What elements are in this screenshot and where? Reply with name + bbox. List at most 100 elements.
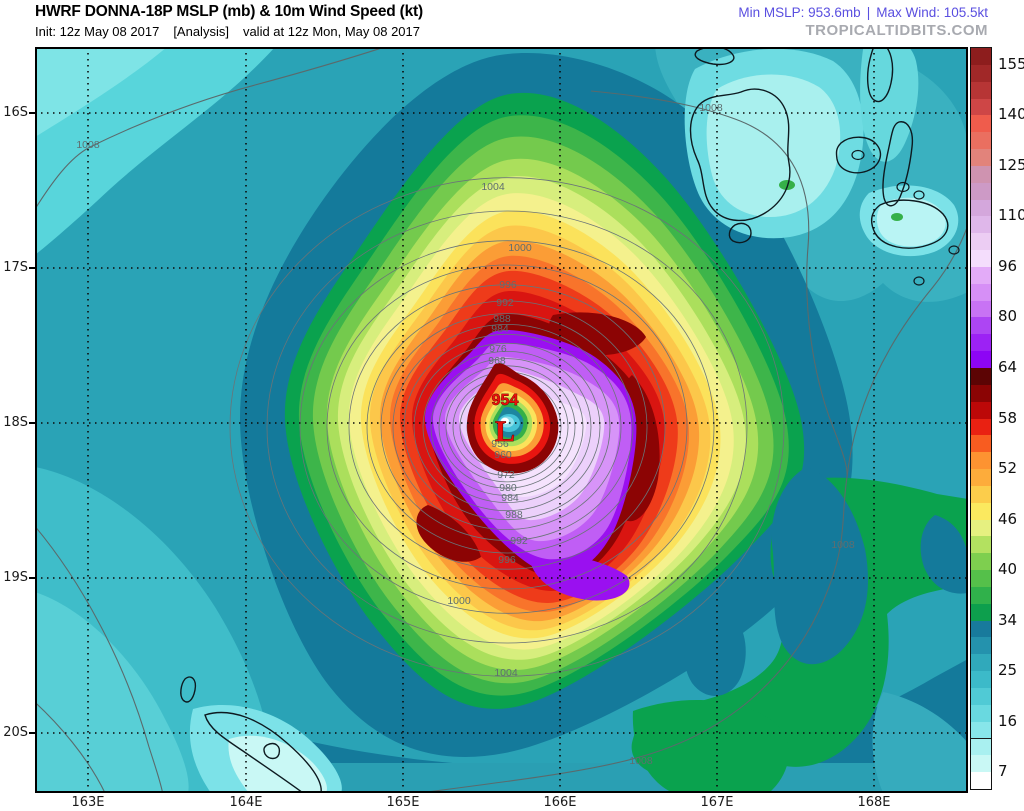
colorbar-cell	[971, 181, 991, 200]
colorbar-tick-label: 52	[998, 459, 1018, 478]
svg-text:1000: 1000	[447, 595, 471, 607]
svg-text:L: L	[495, 415, 515, 448]
storm-stats: Min MSLP: 953.6mb | Max Wind: 105.5kt	[738, 5, 988, 20]
colorbar-cell	[971, 164, 991, 183]
svg-text:1008: 1008	[831, 539, 855, 551]
longitude-label: 163E	[71, 795, 105, 810]
latitude-label: 17S	[3, 260, 28, 275]
svg-text:976: 976	[489, 343, 507, 355]
colorbar-cell	[971, 720, 991, 739]
colorbar-tick-label: 25	[998, 661, 1018, 680]
colorbar-tick-label: 140	[998, 105, 1024, 124]
colorbar-cell	[971, 653, 991, 672]
colorbar-cell	[971, 552, 991, 571]
latitude-tick	[29, 112, 35, 114]
colorbar-cell	[971, 619, 991, 638]
svg-text:992: 992	[510, 535, 528, 547]
colorbar-cell	[971, 703, 991, 722]
latitude-label: 18S	[3, 415, 28, 430]
svg-text:1008: 1008	[76, 139, 100, 151]
colorbar-cell	[971, 501, 991, 520]
colorbar-cell	[971, 737, 991, 756]
colorbar-cell	[971, 80, 991, 99]
colorbar-cell	[971, 316, 991, 335]
colorbar-cell	[971, 63, 991, 82]
svg-text:968: 968	[488, 355, 506, 367]
init-valid-line: Init: 12z May 08 2017 [Analysis] valid at …	[35, 24, 434, 39]
latitude-label: 20S	[3, 725, 28, 740]
wind-speed-map: 1004100099699298898497696895696097298098…	[35, 47, 968, 793]
colorbar-cell	[971, 569, 991, 587]
latitude-tick	[29, 732, 35, 734]
svg-text:1000: 1000	[508, 242, 532, 254]
forecast-type: [Analysis]	[173, 24, 229, 39]
colorbar-cell	[971, 518, 991, 537]
colorbar-cell	[971, 468, 991, 486]
colorbar-tick-label: 34	[998, 610, 1018, 629]
longitude-label: 165E	[386, 795, 420, 810]
colorbar-tick-label: 46	[998, 509, 1018, 528]
page-title: HWRF DONNA-18P MSLP (mb) & 10m Wind Spee…	[35, 3, 423, 20]
colorbar-tick-label: 16	[998, 711, 1018, 730]
svg-text:954: 954	[492, 392, 519, 409]
colorbar-cell	[971, 198, 991, 217]
colorbar-cell	[971, 771, 991, 789]
svg-text:972: 972	[497, 469, 515, 481]
colorbar-tick-label: 80	[998, 307, 1018, 326]
colorbar-cell	[971, 383, 991, 402]
colorbar-cell	[971, 350, 991, 368]
svg-text:960: 960	[494, 449, 512, 461]
colorbar-tick-label: 155	[998, 54, 1024, 73]
colorbar-cell	[971, 265, 991, 284]
svg-text:996: 996	[498, 554, 516, 566]
latitude-label: 16S	[3, 105, 28, 120]
latitude-tick	[29, 422, 35, 424]
svg-text:956: 956	[491, 438, 509, 450]
svg-text:1008: 1008	[699, 102, 723, 114]
colorbar-cell	[971, 434, 991, 453]
colorbar-tick-label: 58	[998, 408, 1018, 427]
stats-separator: |	[866, 5, 871, 20]
colorbar-cell	[971, 754, 991, 773]
max-wind-value: Max Wind: 105.5kt	[876, 5, 988, 20]
latitude-tick	[29, 267, 35, 269]
colorbar-cell	[971, 670, 991, 688]
colorbar-cell	[971, 114, 991, 133]
min-mslp-value: Min MSLP: 953.6mb	[738, 5, 861, 20]
longitude-label: 164E	[229, 795, 263, 810]
colorbar-cell	[971, 148, 991, 166]
svg-text:984: 984	[501, 492, 519, 504]
colorbar-cell	[971, 299, 991, 318]
colorbar-tick-label: 110	[998, 206, 1024, 225]
svg-text:984: 984	[491, 323, 509, 335]
colorbar-cell	[971, 367, 991, 385]
colorbar-cell	[971, 686, 991, 705]
svg-text:988: 988	[505, 509, 523, 521]
colorbar-cell	[971, 484, 991, 503]
colorbar-cell	[971, 131, 991, 150]
colorbar-cell	[971, 282, 991, 301]
wind-speed-colorbar	[970, 47, 992, 790]
svg-text:992: 992	[496, 297, 514, 309]
colorbar-cell	[971, 636, 991, 655]
colorbar-cell	[971, 249, 991, 267]
svg-text:996: 996	[499, 279, 517, 291]
watermark: TROPICALTIDBITS.COM	[805, 22, 988, 39]
svg-text:980: 980	[499, 482, 517, 494]
svg-text:1004: 1004	[494, 667, 518, 679]
colorbar-cell	[971, 451, 991, 470]
colorbar-tick-label: 64	[998, 357, 1018, 376]
latitude-label: 19S	[3, 570, 28, 585]
longitude-label: 167E	[700, 795, 734, 810]
colorbar-tick-label: 125	[998, 155, 1024, 174]
colorbar-tick-label: 96	[998, 256, 1018, 275]
colorbar-cell	[971, 232, 991, 251]
colorbar-cell	[971, 97, 991, 116]
colorbar-cell	[971, 333, 991, 352]
longitude-label: 168E	[857, 795, 891, 810]
longitude-label: 166E	[543, 795, 577, 810]
colorbar-cell	[971, 585, 991, 604]
colorbar-cell	[971, 215, 991, 234]
svg-text:988: 988	[493, 313, 511, 325]
